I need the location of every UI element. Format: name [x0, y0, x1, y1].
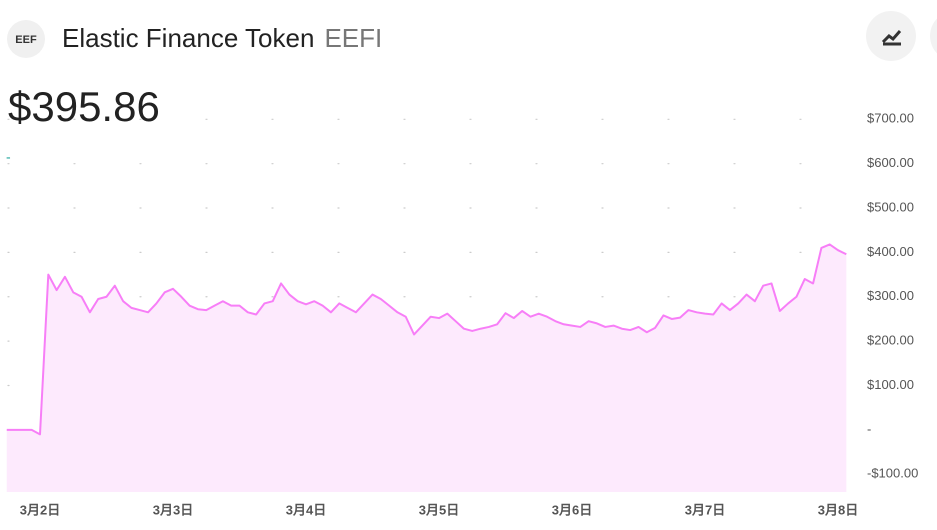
x-tick-label: 3月3日	[153, 502, 193, 517]
y-tick-label: $400.00	[867, 244, 914, 259]
y-tick-label: $200.00	[867, 333, 914, 348]
y-tick-label: $700.00	[867, 111, 914, 126]
price-change: -	[6, 149, 11, 165]
token-name-text: Elastic Finance Token	[62, 23, 314, 53]
y-tick-label: -$100.00	[867, 466, 918, 481]
price: $395.86	[8, 83, 160, 130]
token-icon	[7, 20, 45, 58]
price-line	[6, 243, 847, 436]
x-tick-label: 3月5日	[419, 502, 459, 517]
token-symbol: EEFI	[324, 23, 382, 53]
token-icon-text: EEF	[15, 34, 37, 46]
x-tick-label: 3月4日	[286, 502, 326, 517]
x-tick-label: 3月6日	[552, 502, 592, 517]
x-tick-label: 3月2日	[20, 502, 60, 517]
chart-button-icon	[881, 30, 902, 46]
y-tick-label: $100.00	[867, 377, 914, 392]
y-tick-label: $500.00	[867, 199, 914, 214]
y-tick-label: -	[867, 421, 871, 436]
x-tick-label: 3月7日	[685, 502, 725, 517]
menu-button[interactable]	[930, 11, 937, 61]
x-tick-label: 3月8日	[818, 502, 858, 517]
y-tick-label: $600.00	[867, 155, 914, 170]
token-name: Elastic Finance Token EEFI	[62, 23, 382, 53]
area-fill	[6, 244, 847, 492]
y-tick-label: $300.00	[867, 288, 914, 303]
